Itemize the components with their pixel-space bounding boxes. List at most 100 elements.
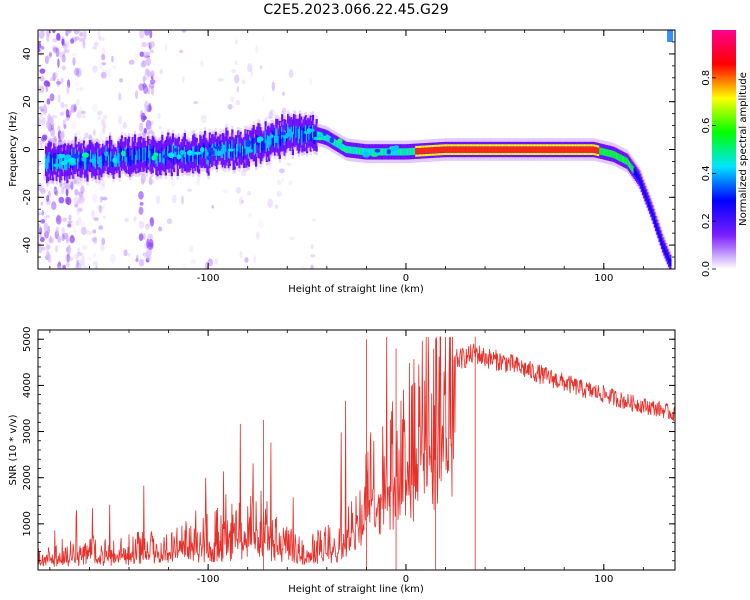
spectrogram-core-edge	[592, 152, 595, 155]
spectrogram-blob	[72, 153, 79, 159]
spectrogram-core-edge	[526, 152, 530, 155]
spectrogram-core-edge	[500, 144, 503, 147]
spectrogram-core-edge	[532, 144, 535, 147]
spectrogram-core	[599, 147, 602, 155]
spectrogram-blob	[245, 142, 251, 148]
spectrogram-core	[582, 146, 585, 153]
spectrogram-core-edge	[510, 144, 513, 147]
spectrogram-noise-cell	[70, 38, 75, 44]
spectrogram-core	[666, 252, 670, 261]
spectrogram-core	[535, 146, 538, 153]
spectrogram-noise-cell	[79, 87, 84, 91]
spectrogram-noise-cell	[262, 94, 265, 103]
spectrogram-core	[495, 146, 499, 153]
spectrogram-core-edge	[440, 153, 443, 156]
spectrogram-noise-cell	[101, 237, 106, 246]
spectrogram-core	[298, 126, 302, 139]
spectrogram-core-edge	[530, 152, 533, 155]
spectrogram-noise-cell	[51, 45, 58, 51]
spectrogram-core	[524, 146, 527, 153]
spectrogram-core-edge	[434, 153, 437, 156]
spectrogram-core-edge	[493, 144, 496, 147]
spectrogram-core-edge	[517, 144, 520, 147]
spectrogram-core	[144, 147, 147, 162]
spectrogram-core	[352, 146, 355, 154]
spectrogram-noise-cell	[77, 217, 82, 226]
spectrogram-blob	[280, 131, 286, 136]
spectrogram-core-edge	[582, 144, 585, 147]
spectrogram-core-edge	[450, 144, 454, 147]
spectrogram-core	[406, 148, 410, 156]
spectrogram-core	[157, 150, 160, 162]
spectrogram-core-edge	[453, 152, 456, 155]
spectrogram-core-edge	[544, 144, 547, 147]
spectrogram-core	[440, 146, 443, 153]
spectrogram-core	[85, 155, 88, 170]
spectrogram-noise-cell	[47, 253, 52, 263]
spectrogram-core-edge	[472, 152, 475, 155]
spectrogram-core	[296, 128, 299, 142]
spectrogram-noise-cell	[57, 266, 62, 269]
spectrogram-noise-cell	[76, 255, 79, 263]
spectrogram-core	[548, 146, 551, 153]
spectrogram-core-edge	[532, 152, 535, 155]
spectrogram-core-edge	[522, 144, 525, 147]
spectrogram-core	[421, 148, 424, 154]
spectrogram-core	[473, 146, 476, 153]
spectrogram-core	[589, 146, 592, 153]
spectrogram-core	[48, 152, 51, 163]
spectrogram-core	[469, 146, 473, 153]
spectrogram-core	[510, 146, 513, 153]
spectrogram-core-edge	[488, 152, 492, 155]
spectrogram-core	[603, 148, 607, 156]
spectrogram-core-edge	[446, 144, 449, 147]
spectrogram-noise-cell	[253, 255, 256, 263]
spectrogram-core	[416, 148, 419, 155]
spectrogram-core	[504, 146, 507, 153]
spectrogram-noise-cell	[138, 233, 144, 242]
spectrogram-core	[598, 147, 601, 154]
spectrogram-core	[351, 146, 354, 154]
spectrogram-core	[300, 125, 303, 139]
spectrogram-blob	[81, 156, 87, 162]
spectrogram-noise-cell	[98, 132, 103, 143]
spectrogram-core-edge	[535, 144, 538, 147]
spectrogram-core	[47, 155, 50, 169]
spectrogram-noise-cell	[234, 60, 238, 66]
spectrogram-core	[333, 138, 336, 146]
spectrogram-core-edge	[469, 144, 473, 147]
spectrogram-core-edge	[542, 144, 545, 147]
spectrogram-noise-cell	[107, 68, 112, 77]
spectrogram-core	[481, 146, 484, 153]
spectrogram-noise-cell	[145, 57, 152, 67]
spectrogram-core-edge	[455, 144, 458, 147]
spectrogram-core	[544, 146, 547, 153]
spectrogram-core-edge	[476, 144, 480, 147]
spectrogram-core	[90, 149, 93, 163]
spectrogram-core-edge	[539, 152, 543, 155]
spectrogram-core	[497, 146, 500, 153]
spectrogram-noise-cell	[144, 101, 149, 110]
spectrogram-core	[86, 157, 89, 170]
spectrogram-core	[203, 144, 207, 155]
spectrogram-core-edge	[494, 152, 497, 155]
spectrogram-core	[238, 146, 241, 157]
spectrogram-noise-cell	[58, 196, 65, 204]
spectrogram-core	[291, 131, 294, 143]
spectrogram-core	[564, 146, 567, 153]
spectrogram-core	[609, 150, 613, 158]
spectrogram-core-edge	[416, 154, 419, 157]
spectrogram-noise-cell	[75, 205, 81, 216]
colorbar-tick-label: 0.2	[701, 213, 712, 229]
spectrogram-core-edge	[454, 152, 457, 155]
spectrogram-core	[167, 145, 170, 156]
spectrogram-core	[59, 159, 62, 169]
spectrogram-core	[402, 148, 405, 156]
spectrogram-core-edge	[524, 152, 527, 155]
spectrogram-core-edge	[495, 144, 499, 147]
spectrogram-noise-cell	[66, 253, 70, 263]
spectrogram-noise-cell	[282, 91, 285, 96]
spectrogram-core-edge	[567, 144, 570, 147]
spectrogram-noise-cell	[73, 67, 80, 76]
spectrogram-noise-cell	[142, 233, 146, 240]
